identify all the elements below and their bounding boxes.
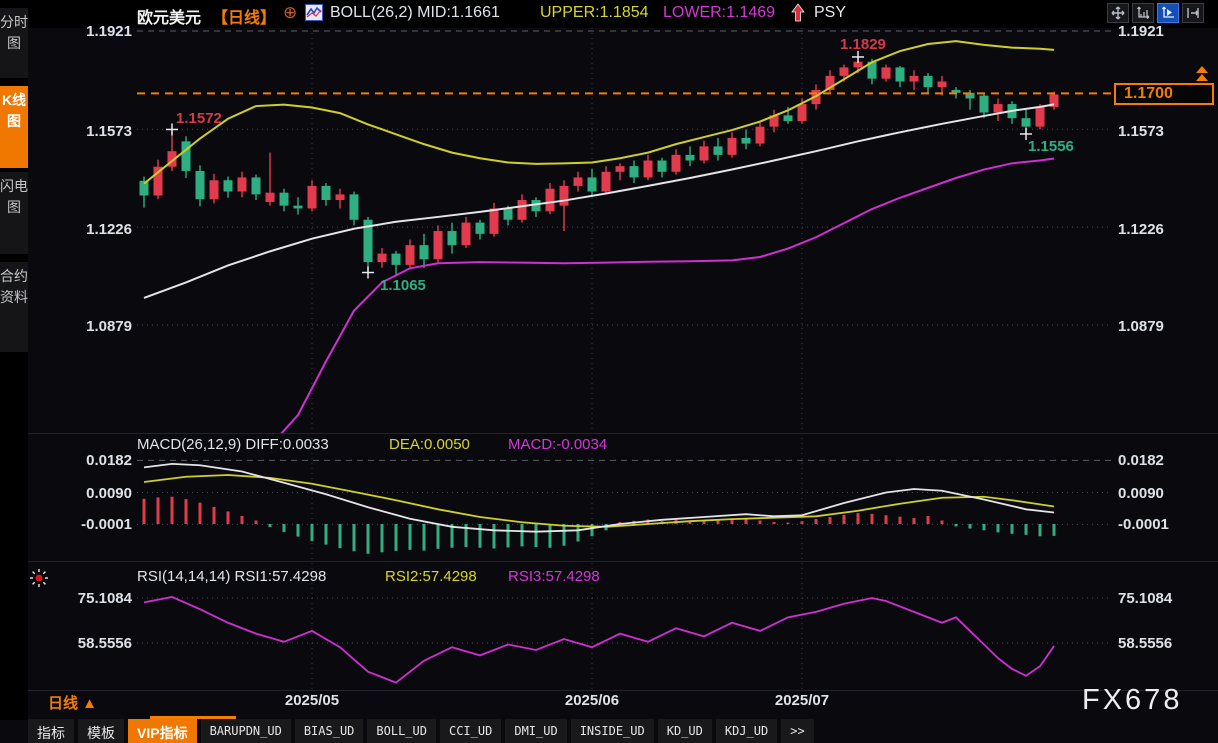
price-up-arrows-icon xyxy=(1196,66,1210,82)
y-axis-label-right: 1.1921 xyxy=(1118,23,1164,40)
x-axis-date: 2025/05 xyxy=(284,692,340,709)
tab-inside-ud[interactable]: INSIDE_UD xyxy=(570,719,654,743)
rsi3-label: RSI3:57.4298 xyxy=(508,568,600,585)
sidebar-item-lightning-chart[interactable]: 闪电图 xyxy=(0,172,28,254)
tab-indicators[interactable]: 指标 xyxy=(28,719,74,743)
y-axis-label-right: 1.1573 xyxy=(1118,123,1164,140)
panel-divider xyxy=(28,561,1218,562)
axis-scale-icon[interactable] xyxy=(1132,3,1154,23)
annotation-local-high: 1.1572 xyxy=(176,110,222,127)
signal-dot-icon[interactable] xyxy=(30,569,48,587)
rsi-y-label-right: 58.5556 xyxy=(1118,635,1173,652)
annotation-major-low: 1.1065 xyxy=(380,277,426,294)
macd-y-label-left: -0.0001 xyxy=(81,516,132,533)
macd-y-label-left: 0.0182 xyxy=(86,452,132,469)
macd-dea-label: DEA:0.0050 xyxy=(389,436,470,453)
circle-plus-icon[interactable]: ⊕ xyxy=(283,3,298,22)
axis-play-icon[interactable] xyxy=(1157,3,1179,23)
y-axis-label-left: 1.1573 xyxy=(86,123,132,140)
sidebar-item-kline-chart[interactable]: K线图 xyxy=(0,86,28,168)
macd-macd-label: MACD:-0.0034 xyxy=(508,436,608,453)
tab-boll-ud[interactable]: BOLL_UD xyxy=(367,719,436,743)
boll-upper-label: UPPER:1.1854 xyxy=(540,4,649,21)
annotation-pullback-low: 1.1556 xyxy=(1028,138,1074,155)
psy-indicator-label: PSY xyxy=(814,4,847,21)
mini-chart-icon[interactable] xyxy=(305,4,323,21)
annotation-peak-high: 1.1829 xyxy=(840,36,886,53)
y-axis-label-right: 1.1226 xyxy=(1118,221,1164,238)
macd-title: MACD(26,12,9) DIFF:0.0033 xyxy=(137,436,329,453)
x-axis-date: 2025/06 xyxy=(564,692,620,709)
boll-lower-label: LOWER:1.1469 xyxy=(663,4,776,21)
rsi-y-label-left: 58.5556 xyxy=(77,635,132,652)
left-sidebar: 分时图 K线图 闪电图 合约资料 xyxy=(0,0,28,720)
y-axis-label-left: 1.1921 xyxy=(86,23,132,40)
y-axis-label-left: 1.0879 xyxy=(86,318,132,335)
tab-dmi-ud[interactable]: DMI_UD xyxy=(505,719,567,743)
x-axis-date: 2025/07 xyxy=(774,692,830,709)
sidebar-item-timeshare-chart[interactable]: 分时图 xyxy=(0,8,28,78)
collapse-right-icon[interactable] xyxy=(1182,3,1204,23)
tab-cci-ud[interactable]: CCI_UD xyxy=(439,719,502,743)
macd-y-label-right: -0.0001 xyxy=(1118,516,1169,533)
tab-templates[interactable]: 模板 xyxy=(78,719,124,743)
current-price-box: 1.1700 xyxy=(1114,83,1214,105)
sidebar-item-contract-info[interactable]: 合约资料 xyxy=(0,262,28,352)
symbol-title: 欧元美元 xyxy=(137,10,202,27)
tab-vip-indicators[interactable]: VIP指标 xyxy=(128,719,197,743)
y-axis-label-right: 1.0879 xyxy=(1118,318,1164,335)
tab-kd-ud[interactable]: KD_UD xyxy=(657,719,712,743)
timeframe-selector[interactable]: 日线 ▲ xyxy=(48,695,98,712)
tab-barupdn-ud[interactable]: BARUPDN_UD xyxy=(200,719,291,743)
boll-indicator-label: BOLL(26,2) MID:1.1661 xyxy=(330,4,500,21)
tab-bias-ud[interactable]: BIAS_UD xyxy=(294,719,364,743)
rsi-title: RSI(14,14,14) RSI1:57.4298 xyxy=(137,568,327,585)
chart-toolbar xyxy=(1107,3,1204,23)
up-arrow-icon xyxy=(790,3,806,23)
period-tag[interactable]: 【日线】 xyxy=(212,10,277,27)
macd-y-label-right: 0.0090 xyxy=(1118,485,1164,502)
y-axis-label-left: 1.1226 xyxy=(86,221,132,238)
rsi-y-label-right: 75.1084 xyxy=(1118,590,1173,607)
panel-divider xyxy=(28,433,1218,434)
tab-kdj-ud[interactable]: KDJ_UD xyxy=(715,719,778,743)
top-header-bar: 欧元美元 【日线】 ⊕ BOLL(26,2) MID:1.1661 UPPER:… xyxy=(0,0,1218,28)
chart-scrollbar-thumb[interactable] xyxy=(150,716,236,719)
rsi-y-label-left: 75.1084 xyxy=(77,590,132,607)
indicator-tab-bar: 指标 模板 VIP指标 BARUPDN_UD BIAS_UD BOLL_UD C… xyxy=(28,719,814,743)
rsi2-label: RSI2:57.4298 xyxy=(385,568,477,585)
macd-y-label-left: 0.0090 xyxy=(86,485,132,502)
fx678-watermark: FX678 xyxy=(1082,684,1183,716)
pan-crosshair-icon[interactable] xyxy=(1107,3,1129,23)
macd-y-label-right: 0.0182 xyxy=(1118,452,1164,469)
tab-more[interactable]: >> xyxy=(781,719,814,743)
panel-divider xyxy=(28,690,1218,691)
